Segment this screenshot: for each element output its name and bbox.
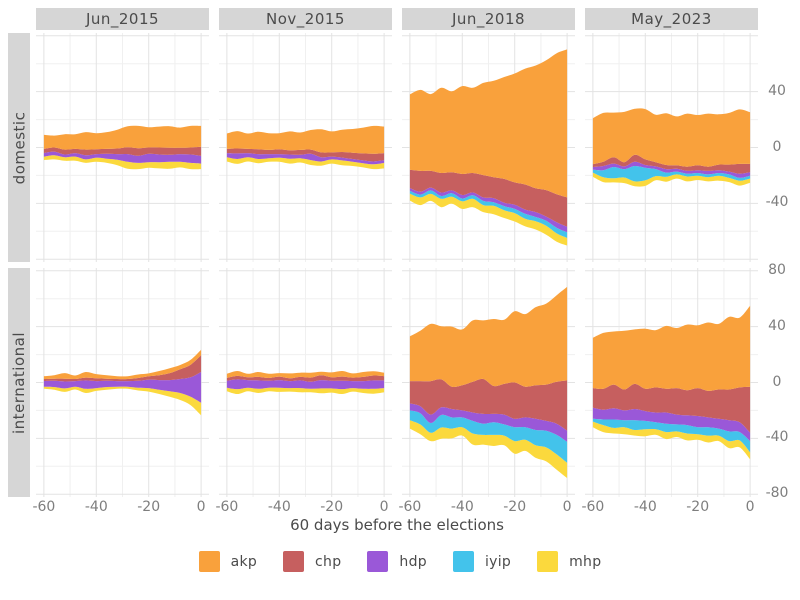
panel-domestic-May_2023	[585, 33, 758, 262]
stream-hdp	[409, 187, 568, 233]
stream-hdp	[43, 372, 202, 403]
stream-mhp	[592, 172, 751, 187]
legend-label: akp	[230, 553, 258, 570]
stream-mhp	[43, 155, 202, 170]
stream-chp	[592, 383, 751, 433]
panel-domestic-Jun_2018	[402, 33, 575, 262]
x-tick-label: 0	[562, 499, 572, 515]
row-strip-label: international	[10, 331, 29, 434]
x-tick-label: -20	[137, 499, 161, 515]
stream-iyip	[592, 165, 751, 182]
legend-label: chp	[315, 553, 342, 570]
x-tick-label: 0	[196, 499, 206, 515]
stream-akp	[409, 286, 568, 388]
legend-label: mhp	[569, 553, 602, 570]
x-tick-label: 0	[745, 499, 755, 515]
stream-iyip	[409, 410, 568, 463]
stream-hdp	[409, 403, 568, 442]
stream-akp	[43, 125, 202, 150]
legend-item-chp: chp	[283, 551, 341, 572]
y-tick-label: -40	[765, 429, 789, 446]
legend-label: hdp	[399, 553, 427, 570]
legend-item-iyip: iyip	[452, 551, 512, 572]
col-strip-label: Jun_2015	[85, 10, 160, 28]
panel-international-May_2023	[585, 268, 758, 497]
legend-swatch-hdp	[367, 551, 389, 572]
stream-chp	[409, 378, 568, 431]
col-strip-label: Nov_2015	[266, 10, 345, 28]
legend-label: iyip	[484, 553, 512, 570]
x-tick-label: -20	[686, 499, 710, 515]
stream-akp	[409, 49, 568, 198]
stream-akp	[592, 108, 751, 167]
x-tick-label: -60	[581, 499, 605, 515]
x-tick-label: 0	[379, 499, 389, 515]
legend-swatch-iyip	[452, 551, 474, 572]
y-tick-label: 40	[768, 82, 786, 99]
panel-international-Nov_2015	[219, 268, 392, 497]
y-tick-label: 0	[772, 373, 782, 390]
stream-chp	[226, 375, 385, 382]
legend-item-akp: akp	[198, 551, 258, 572]
legend-swatch-mhp	[537, 551, 559, 572]
stream-mhp	[226, 387, 385, 395]
stream-chp	[226, 148, 385, 162]
y-tick-label: 40	[768, 317, 786, 334]
stream-chp	[43, 355, 202, 382]
col-strip-Jun_2018: Jun_2018	[402, 8, 575, 30]
stream-chp	[43, 146, 202, 156]
y-tick-label: 80	[768, 261, 786, 278]
stream-akp	[226, 370, 385, 379]
stream-hdp	[43, 151, 202, 164]
stream-hdp	[226, 379, 385, 390]
col-strip-Nov_2015: Nov_2015	[219, 8, 392, 30]
row-strip-domestic: domestic	[8, 33, 30, 262]
x-tick-label: -20	[503, 499, 527, 515]
x-tick-label: -40	[267, 499, 291, 515]
x-tick-label: -40	[633, 499, 657, 515]
stream-akp	[226, 125, 385, 154]
stream-mhp	[409, 193, 568, 246]
stream-akp	[43, 349, 202, 380]
row-strip-international: international	[8, 268, 30, 497]
stream-chp	[592, 154, 751, 174]
x-tick-label: -20	[320, 499, 344, 515]
stream-akp	[592, 305, 751, 391]
panel-international-Jun_2018	[402, 268, 575, 497]
x-tick-label: -40	[84, 499, 108, 515]
x-tick-label: -40	[450, 499, 474, 515]
col-strip-label: May_2023	[631, 10, 712, 28]
panel-domestic-Jun_2015	[36, 33, 209, 262]
legend-item-mhp: mhp	[537, 551, 601, 572]
x-tick-label: -60	[215, 499, 239, 515]
y-tick-label: 0	[772, 138, 782, 155]
panel-international-Jun_2015	[36, 268, 209, 497]
stream-chp	[409, 169, 568, 227]
col-strip-May_2023: May_2023	[585, 8, 758, 30]
y-tick-label: -40	[765, 194, 789, 211]
row-strip-label: domestic	[10, 111, 28, 184]
y-tick-label: -80	[765, 485, 789, 502]
stream-mhp	[592, 421, 751, 460]
stream-hdp	[226, 153, 385, 165]
stream-mhp	[409, 420, 568, 479]
stream-iyip	[592, 418, 751, 453]
x-tick-label: -60	[32, 499, 56, 515]
stream-hdp	[592, 161, 751, 178]
legend-item-hdp: hdp	[367, 551, 427, 572]
legend-swatch-chp	[283, 551, 305, 572]
col-strip-label: Jun_2018	[451, 10, 526, 28]
stream-hdp	[592, 407, 751, 442]
x-axis-title: 60 days before the elections	[290, 516, 504, 534]
panel-domestic-Nov_2015	[219, 33, 392, 262]
stream-iyip	[409, 190, 568, 238]
legend-swatch-akp	[198, 551, 220, 572]
legend: akp chp hdp iyip mhp	[0, 551, 800, 572]
x-tick-label: -60	[398, 499, 422, 515]
stream-mhp	[43, 386, 202, 416]
col-strip-Jun_2015: Jun_2015	[36, 8, 209, 30]
stream-mhp	[226, 157, 385, 170]
